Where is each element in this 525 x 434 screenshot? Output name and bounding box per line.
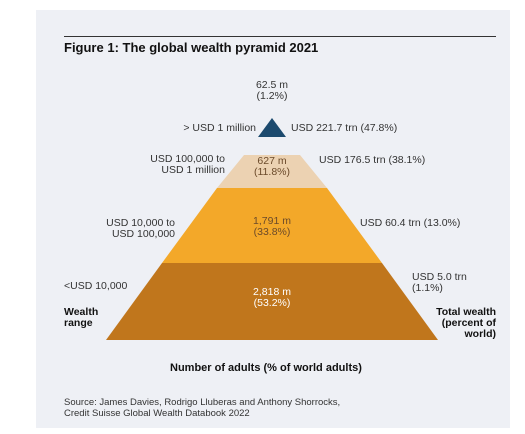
tier4-adults-share: (53.2%) bbox=[253, 297, 291, 309]
tier3-adults-count: 1,791 m bbox=[253, 215, 291, 227]
total-wealth-caption-line2: (percent of bbox=[441, 317, 496, 329]
tier4-wealth-amount: USD 5.0 trn bbox=[412, 271, 467, 283]
title-rule bbox=[64, 36, 496, 37]
tier3-range: USD 10,000 to USD 100,000 bbox=[70, 218, 175, 240]
pyramid-tier-base bbox=[106, 263, 438, 340]
tier1-range-line1: > USD 1 million bbox=[183, 122, 256, 134]
total-wealth-caption-line1: Total wealth bbox=[436, 306, 496, 318]
tier2-adults-count: 627 m bbox=[257, 155, 287, 167]
source-line2: Credit Suisse Global Wealth Databook 202… bbox=[64, 408, 250, 419]
figure-title: Figure 1: The global wealth pyramid 2021 bbox=[64, 40, 319, 55]
tier2-range-line2: USD 1 million bbox=[161, 164, 225, 176]
tier3-range-line2: USD 100,000 bbox=[111, 228, 175, 240]
pyramid-tier-top bbox=[258, 118, 286, 137]
tier1-wealth: USD 221.7 trn (47.8%) bbox=[291, 122, 398, 134]
tier4-wealth: USD 5.0 trn (1.1%) bbox=[412, 272, 467, 294]
tier4-adults: 2,818 m (53.2%) bbox=[242, 287, 302, 309]
tier2-wealth: USD 176.5 trn (38.1%) bbox=[319, 154, 426, 166]
tier1-adults-count: 62.5 m bbox=[255, 79, 289, 91]
tier4-range: <USD 10,000 bbox=[64, 281, 127, 292]
tier1-adults-share: (1.2%) bbox=[256, 90, 288, 102]
pyramid-tier-middle bbox=[162, 188, 382, 263]
total-wealth-caption-line3: world) bbox=[464, 328, 497, 340]
tier4-adults-count: 2,818 m bbox=[253, 286, 291, 298]
pyramid-tier-upper-middle bbox=[217, 155, 327, 188]
tier2-range: USD 100,000 to USD 1 million bbox=[110, 154, 225, 176]
tier1-range: > USD 1 million bbox=[150, 123, 256, 134]
tier2-adults: 627 m (11.8%) bbox=[242, 156, 302, 178]
wealth-range-caption-line2: range bbox=[64, 317, 93, 329]
tier1-adults: 62.5 m (1.2%) bbox=[242, 80, 302, 102]
wealth-range-caption-line1: Wealth bbox=[64, 306, 99, 318]
source-line1: Source: James Davies, Rodrigo Lluberas a… bbox=[64, 397, 341, 408]
tier4-range-line1: <USD 10,000 bbox=[64, 280, 128, 292]
tier3-adults-share: (33.8%) bbox=[253, 226, 291, 238]
tier2-adults-share: (11.8%) bbox=[254, 166, 290, 178]
total-wealth-caption: Total wealth (percent of world) bbox=[400, 307, 496, 340]
tier4-wealth-share: (1.1%) bbox=[412, 282, 443, 294]
tier3-range-line1: USD 10,000 to bbox=[106, 217, 175, 229]
tier3-wealth: USD 60.4 trn (13.0%) bbox=[360, 217, 461, 229]
tier2-range-line1: USD 100,000 to bbox=[150, 153, 225, 165]
source-note: Source: James Davies, Rodrigo Lluberas a… bbox=[64, 397, 340, 419]
adults-axis-caption: Number of adults (% of world adults) bbox=[170, 362, 362, 374]
wealth-range-caption: Wealth range bbox=[64, 307, 98, 329]
tier3-adults: 1,791 m (33.8%) bbox=[242, 216, 302, 238]
